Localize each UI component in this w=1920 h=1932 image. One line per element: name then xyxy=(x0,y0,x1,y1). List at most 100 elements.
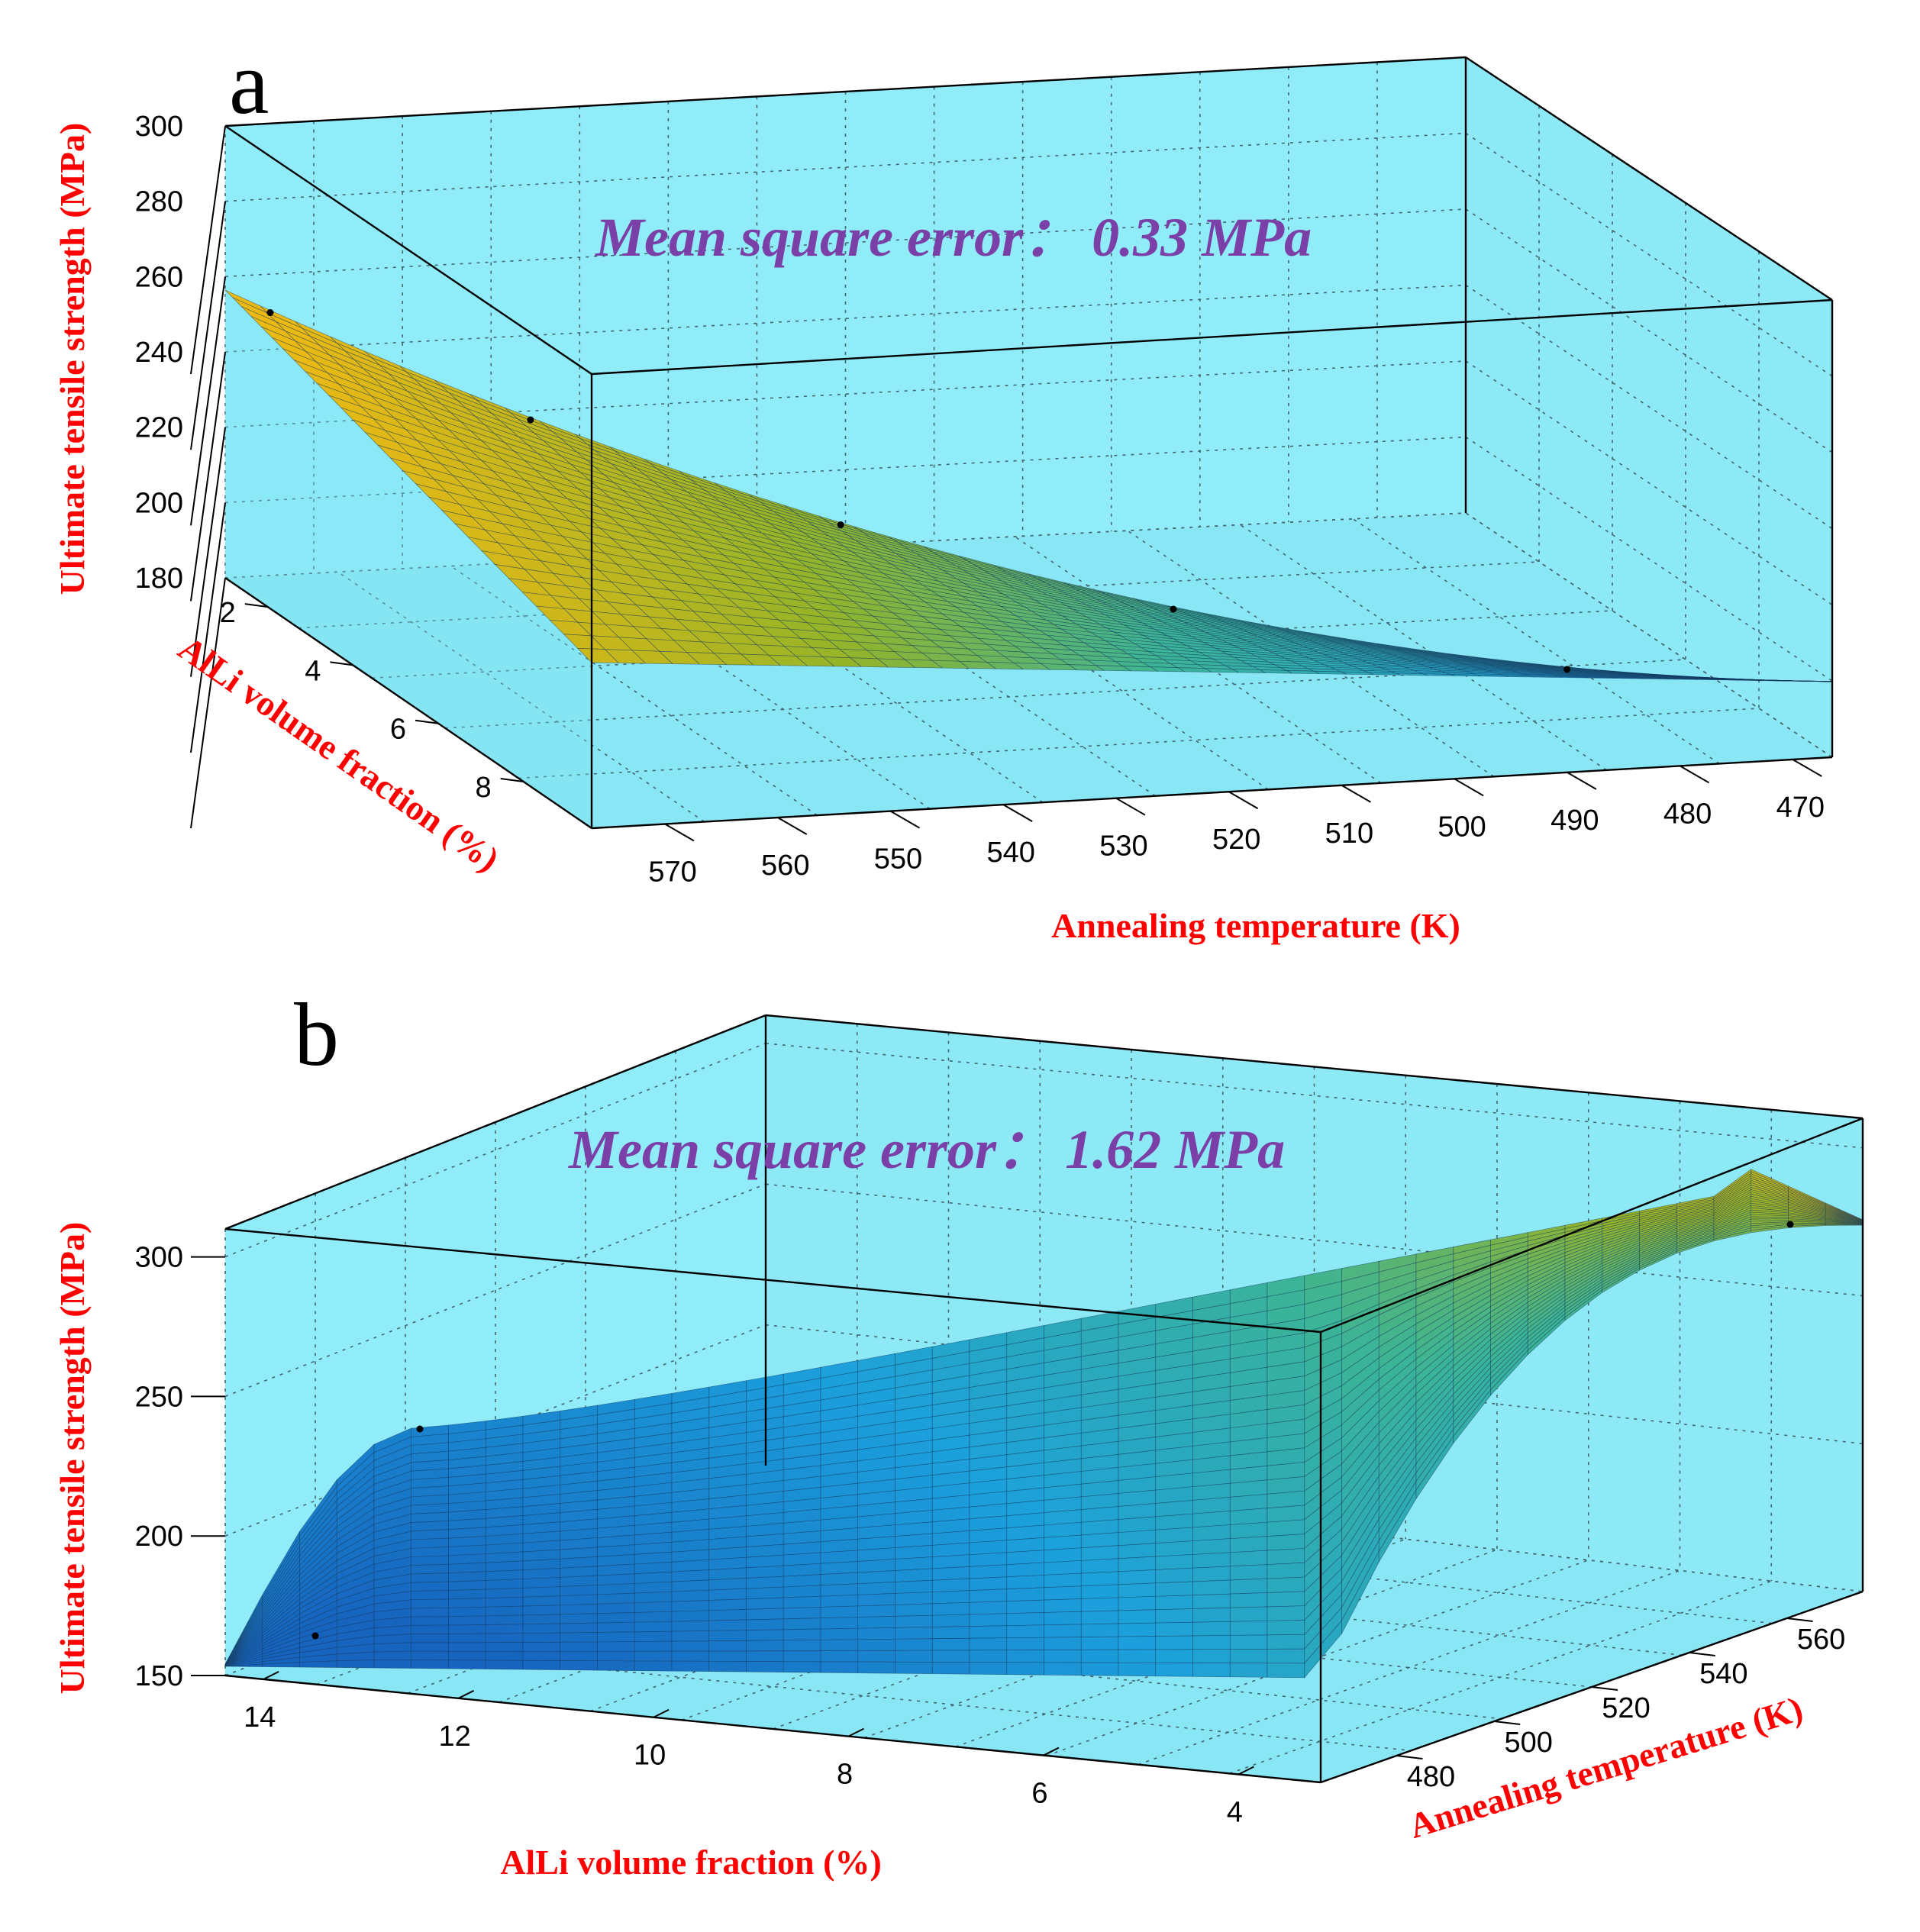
surface-patch xyxy=(746,1608,784,1621)
grid-line xyxy=(676,553,1044,803)
y-tick-label: 570 xyxy=(648,856,696,889)
surface-patch xyxy=(820,1617,859,1630)
surface-patch xyxy=(485,1614,524,1625)
z-tick-label: 150 xyxy=(135,1660,183,1692)
surface-patch xyxy=(1229,1634,1268,1650)
surface-patch xyxy=(485,1605,524,1617)
surface-patch xyxy=(895,1614,933,1628)
surface-patch xyxy=(597,1621,635,1633)
surface-patch xyxy=(820,1627,859,1640)
x-tick-mark xyxy=(263,1671,279,1680)
y-tick-mark xyxy=(1792,759,1822,777)
surface-patch xyxy=(1155,1608,1193,1624)
surface-patch xyxy=(1229,1621,1268,1636)
y-tick-mark xyxy=(1786,1618,1813,1622)
surface-patch xyxy=(708,1640,747,1652)
y-tick-mark xyxy=(1494,1721,1521,1725)
y-tick-label: 540 xyxy=(1699,1658,1747,1690)
surface-patch xyxy=(1044,1585,1082,1601)
surface-patch xyxy=(820,1661,859,1674)
surface-patch xyxy=(634,1621,673,1633)
surface-patch xyxy=(1006,1612,1044,1627)
surface-patch xyxy=(708,1630,747,1642)
y-tick-mark xyxy=(664,823,695,842)
y-tick-label: 540 xyxy=(987,837,1035,869)
surface-patch xyxy=(708,1660,747,1672)
surface-patch xyxy=(708,1598,747,1611)
surface-patch xyxy=(1118,1649,1157,1663)
grid-line xyxy=(1465,208,1833,453)
surface-patch xyxy=(1044,1534,1082,1551)
grid-line xyxy=(1465,436,1833,682)
surface-patch xyxy=(671,1660,710,1672)
surface-patch xyxy=(1267,1663,1305,1679)
surface-patch xyxy=(448,1642,486,1652)
data-point xyxy=(527,416,534,424)
surface-patch xyxy=(671,1579,710,1592)
surface-patch xyxy=(820,1650,859,1663)
surface-patch xyxy=(671,1650,710,1662)
grid-line xyxy=(224,208,1467,278)
y-tick-label: 530 xyxy=(1099,831,1147,863)
surface-patch xyxy=(1044,1547,1082,1563)
surface-patch xyxy=(634,1650,673,1662)
y-tick-mark xyxy=(1115,797,1146,816)
surface-patch xyxy=(1192,1635,1231,1650)
box-edges-a xyxy=(224,56,1834,830)
surface-patch xyxy=(857,1627,895,1640)
surface-patch xyxy=(1118,1636,1157,1650)
surface-patch xyxy=(1192,1524,1231,1542)
y-tick-mark xyxy=(1228,791,1259,810)
surface-b xyxy=(224,1169,1864,1679)
z-tick-label: 240 xyxy=(135,337,183,369)
surface-patch xyxy=(708,1650,747,1662)
surface-patch xyxy=(560,1650,598,1662)
y-tick-label: 520 xyxy=(1212,824,1260,856)
surface-patch xyxy=(969,1576,1008,1592)
y-tick-label: 490 xyxy=(1551,805,1599,837)
x-tick-mark xyxy=(848,1727,864,1737)
surface-patch xyxy=(746,1629,784,1641)
surface-patch xyxy=(485,1633,524,1643)
surface-patch xyxy=(448,1659,486,1669)
ticks-b: 150 200 250 300 14 12 10 8 6 4 480 500 520 540 560 xyxy=(135,1242,1846,1829)
grid-line xyxy=(224,360,1467,428)
surface-patch xyxy=(411,1624,449,1634)
z-tick-label: 300 xyxy=(135,111,183,143)
surface-patch xyxy=(411,1581,449,1592)
panel-a: 180 200 220 240 260 280 300 2 4 6 8 570 560 550 540 530… xyxy=(53,33,1834,945)
surface-patch xyxy=(1155,1662,1193,1677)
surface-patch xyxy=(783,1574,821,1588)
surface-patch xyxy=(783,1661,821,1673)
y-tick-mark xyxy=(1689,1652,1715,1656)
surface-patch xyxy=(299,1660,337,1668)
surface-patch xyxy=(1155,1581,1193,1597)
y-tick-mark xyxy=(1341,784,1371,803)
surface-patch xyxy=(1267,1562,1305,1579)
surface-patch xyxy=(1267,1519,1305,1537)
surface-patch xyxy=(597,1650,635,1662)
surface-patch xyxy=(1044,1624,1082,1638)
x-tick-label: 4 xyxy=(305,655,321,687)
surface-patch xyxy=(1267,1605,1305,1621)
z-axis-label-b: Ultimate tensile strength (MPa) xyxy=(53,1222,92,1695)
surface-patch xyxy=(522,1659,561,1670)
surface-patch xyxy=(560,1585,598,1597)
surface-patch xyxy=(895,1568,933,1582)
surface-patch xyxy=(597,1573,635,1585)
x-tick-mark xyxy=(1043,1747,1060,1756)
surface-patch xyxy=(783,1607,821,1620)
surface-patch xyxy=(895,1638,933,1651)
surface-patch xyxy=(634,1640,673,1652)
surface-patch xyxy=(969,1650,1008,1663)
surface-patch xyxy=(708,1567,747,1581)
surface-patch xyxy=(746,1576,784,1589)
surface-patch xyxy=(1155,1635,1193,1650)
surface-patch xyxy=(522,1577,561,1588)
z-tick-mark xyxy=(190,577,226,829)
surface-patch xyxy=(931,1662,970,1675)
surface-patch xyxy=(969,1601,1008,1615)
surface-patch xyxy=(448,1571,486,1582)
surface-patch xyxy=(783,1639,821,1652)
x-tick-label: 4 xyxy=(1227,1797,1243,1829)
